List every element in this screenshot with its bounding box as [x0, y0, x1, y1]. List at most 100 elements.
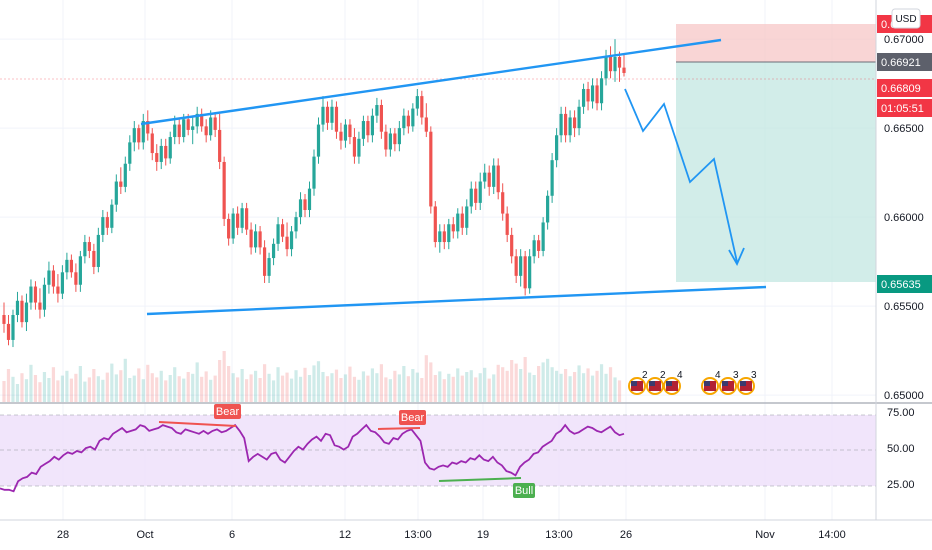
time-tick-label: Nov — [755, 529, 775, 541]
candle — [447, 218, 451, 250]
rsi-band — [0, 415, 876, 486]
volume-bar — [173, 367, 177, 402]
candle — [132, 121, 136, 152]
candle — [271, 238, 276, 266]
volume-bar — [249, 374, 253, 402]
volume-bar — [492, 374, 496, 402]
volume-bar — [236, 377, 240, 402]
volume-bar — [56, 380, 60, 402]
volume-bar — [586, 368, 590, 402]
candle — [110, 199, 114, 234]
candle — [33, 281, 38, 310]
volume-bar — [339, 378, 343, 402]
rsi-tick-label: 50.00 — [887, 443, 915, 455]
candle — [276, 217, 280, 251]
volume-bar — [555, 370, 559, 402]
volume-bar — [388, 379, 392, 402]
candle — [370, 108, 375, 143]
volume-bar — [424, 355, 428, 402]
event-marker[interactable]: 2 — [628, 370, 648, 395]
volume-bar — [370, 368, 375, 402]
price-axis[interactable]: 0.67000 0.66500 0.66000 0.65500 0.65000 0.67… — [875, 0, 932, 520]
projection-path[interactable] — [624, 88, 738, 263]
candle — [433, 201, 437, 248]
volume-bar — [276, 367, 280, 402]
candle — [348, 119, 352, 145]
stop-loss-zone[interactable] — [676, 24, 876, 62]
event-marker[interactable]: 3 — [737, 370, 757, 395]
candle — [146, 110, 150, 141]
volume-bar — [29, 364, 33, 402]
price-tick-label: 0.67000 — [884, 34, 924, 46]
volume-bar — [128, 378, 132, 402]
volume-bar — [433, 375, 437, 402]
volume-bar — [483, 367, 487, 402]
bear-label-2[interactable]: Bear — [399, 410, 426, 425]
event-marker[interactable]: 4 — [663, 370, 683, 395]
volume-bar — [164, 380, 168, 402]
bull-label-text: Bull — [515, 485, 533, 497]
volume-bar — [182, 378, 186, 402]
candle — [87, 236, 91, 259]
volume-bar — [289, 378, 294, 402]
candle — [298, 192, 303, 225]
volume-bar — [546, 358, 550, 402]
time-tick-label: Oct — [136, 529, 153, 541]
candle — [622, 53, 626, 77]
time-tick-label: 12 — [339, 529, 351, 541]
bear-label-1[interactable]: Bear — [214, 404, 241, 419]
volume-bar — [613, 377, 617, 402]
volume-bar — [366, 375, 370, 402]
volume-bar — [11, 376, 15, 402]
rsi-axis[interactable]: 75.00 50.00 25.00 — [887, 407, 915, 491]
candle — [492, 158, 496, 194]
volume-bar — [92, 369, 96, 402]
candle — [366, 115, 370, 143]
candle — [195, 106, 199, 134]
lower-trendline[interactable] — [146, 285, 767, 316]
candle — [608, 46, 613, 79]
candle — [563, 106, 568, 143]
candle — [177, 119, 181, 145]
volume-bar — [460, 375, 464, 402]
volume-bar — [262, 364, 267, 402]
volume-bar — [146, 364, 150, 402]
event-marker[interactable]: 4 — [701, 370, 721, 395]
volume-bar — [402, 366, 406, 402]
rsi-pane[interactable]: Bear Bear Bull — [0, 404, 876, 498]
currency-button[interactable]: USD — [891, 8, 921, 29]
candle — [384, 124, 388, 157]
volume-bar — [280, 375, 285, 402]
upper-trendline[interactable] — [140, 38, 722, 126]
rsi-tick-label: 75.00 — [887, 407, 915, 419]
volume-bar — [501, 367, 505, 402]
candle — [451, 217, 455, 239]
volume-bar — [590, 375, 595, 402]
event-count: 3 — [733, 370, 739, 381]
time-tick-label: 13:00 — [545, 529, 573, 541]
candle — [56, 274, 60, 303]
volume-bar — [177, 376, 181, 402]
volume-bar — [510, 360, 514, 402]
candle — [240, 202, 244, 234]
candle — [559, 106, 563, 143]
candle — [406, 110, 410, 134]
candle — [550, 153, 554, 203]
volume-bar — [132, 375, 136, 402]
candle — [253, 224, 258, 253]
candle — [24, 293, 29, 332]
event-marker[interactable]: 3 — [719, 370, 739, 395]
candle — [541, 217, 545, 257]
candle — [402, 108, 406, 136]
time-axis[interactable]: 28 Oct 6 12 13:00 19 13:00 26 Nov 14:00 — [0, 519, 932, 541]
time-tick-label: 28 — [57, 529, 69, 541]
volume-bar — [42, 372, 47, 402]
volume-bar — [348, 366, 352, 402]
volume-bar — [253, 370, 258, 402]
take-profit-zone[interactable] — [676, 62, 876, 282]
bull-label[interactable]: Bull — [513, 483, 535, 498]
volume-bar — [6, 369, 11, 402]
